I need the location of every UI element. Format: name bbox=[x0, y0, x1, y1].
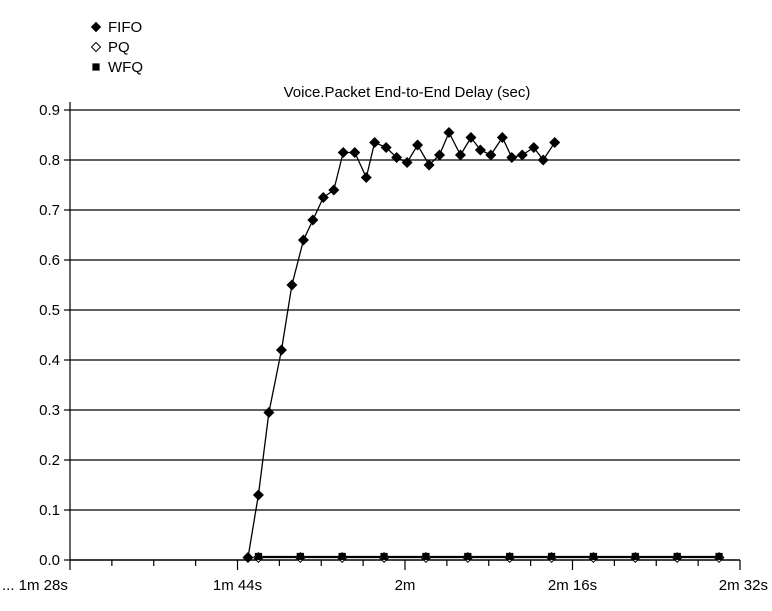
data-point bbox=[506, 552, 514, 561]
data-point bbox=[275, 344, 287, 356]
data-point bbox=[528, 141, 540, 154]
data-point bbox=[338, 552, 346, 561]
data-point bbox=[537, 154, 549, 166]
x-tick-label: 2m 16s bbox=[548, 577, 597, 594]
data-point bbox=[297, 234, 309, 246]
grid-lines bbox=[70, 109, 740, 511]
chart-title: Voice.Packet End-to-End Delay (sec) bbox=[284, 84, 531, 101]
data-point bbox=[90, 41, 102, 53]
data-point bbox=[464, 552, 472, 561]
data-point bbox=[369, 136, 381, 149]
chart-legend: FIFO PQ WFQ bbox=[90, 19, 143, 76]
data-point bbox=[401, 156, 413, 169]
y-tick-label: 0.8 bbox=[39, 152, 60, 169]
data-point bbox=[549, 136, 561, 149]
data-point bbox=[391, 151, 403, 164]
y-tick-label: 0.7 bbox=[39, 202, 60, 219]
data-point bbox=[307, 214, 319, 226]
data-point bbox=[496, 131, 508, 144]
series-wfq bbox=[254, 552, 723, 561]
data-point bbox=[263, 406, 275, 419]
x-tick-label: ... 1m 28s bbox=[2, 577, 68, 594]
data-point bbox=[380, 552, 388, 561]
data-point bbox=[465, 131, 477, 144]
legend-label: WFQ bbox=[108, 59, 143, 76]
x-tick-label: 2m 32s bbox=[719, 577, 768, 594]
y-tick-label: 0.6 bbox=[39, 252, 60, 269]
x-axis: ... 1m 28s 1m 44s 2m 2m 16s 2m 32s bbox=[2, 559, 768, 594]
y-tick-label: 0.0 bbox=[39, 552, 60, 569]
data-point bbox=[715, 552, 723, 561]
data-point bbox=[252, 489, 264, 501]
series-fifo bbox=[242, 126, 561, 564]
data-point bbox=[434, 149, 446, 161]
data-point bbox=[516, 149, 528, 161]
data-point bbox=[380, 141, 392, 154]
y-tick-label: 0.3 bbox=[39, 402, 60, 419]
data-point bbox=[474, 144, 486, 156]
x-tick-label: 1m 44s bbox=[213, 577, 262, 594]
data-point bbox=[631, 552, 639, 561]
data-point bbox=[506, 151, 518, 164]
legend-item: PQ bbox=[90, 39, 130, 56]
data-point bbox=[317, 191, 329, 204]
series-line bbox=[247, 130, 556, 558]
data-point bbox=[349, 146, 361, 159]
data-point bbox=[92, 63, 100, 71]
y-tick-label: 0.4 bbox=[39, 352, 60, 369]
data-point bbox=[90, 21, 102, 33]
legend-item: WFQ bbox=[92, 59, 143, 76]
series-layer bbox=[242, 126, 725, 564]
data-point bbox=[454, 149, 466, 161]
data-point bbox=[360, 171, 372, 184]
data-point bbox=[242, 551, 254, 564]
y-tick-label: 0.5 bbox=[39, 302, 60, 319]
y-tick-label: 0.1 bbox=[39, 502, 60, 519]
data-point bbox=[412, 139, 424, 151]
data-point bbox=[547, 552, 556, 561]
data-point bbox=[328, 184, 340, 196]
y-tick-label: 0.2 bbox=[39, 452, 60, 469]
data-point bbox=[443, 126, 455, 139]
data-point bbox=[589, 552, 598, 561]
data-point bbox=[296, 552, 304, 561]
data-point bbox=[485, 149, 497, 161]
data-point bbox=[337, 146, 349, 159]
data-point bbox=[423, 159, 435, 171]
y-tick-label: 0.9 bbox=[39, 102, 60, 119]
legend-label: PQ bbox=[108, 39, 130, 56]
legend-item: FIFO bbox=[90, 19, 142, 36]
legend-label: FIFO bbox=[108, 19, 142, 36]
data-point bbox=[422, 552, 430, 561]
x-tick-label: 2m bbox=[395, 577, 416, 594]
y-axis: 0.0 0.1 0.2 0.3 0.4 0.5 0.6 0.7 0.8 0.9 bbox=[39, 102, 71, 569]
data-point bbox=[286, 279, 298, 291]
data-point bbox=[254, 552, 263, 561]
data-point bbox=[673, 552, 681, 561]
